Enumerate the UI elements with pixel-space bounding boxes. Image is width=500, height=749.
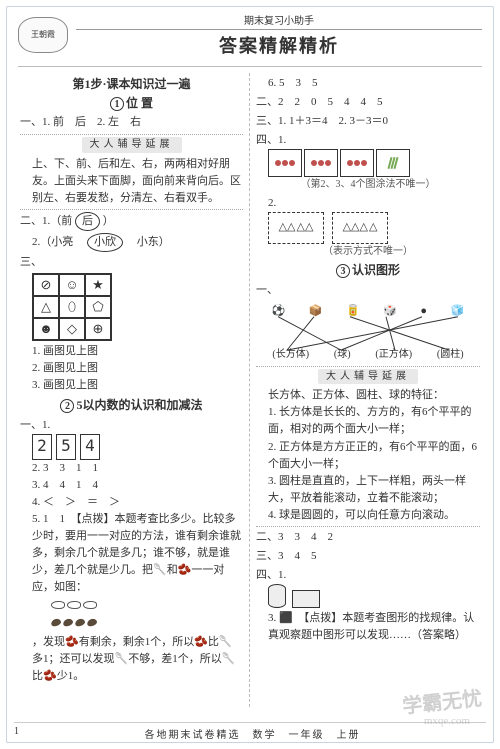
spoon-icon (83, 601, 97, 609)
spoon-icon (67, 601, 81, 609)
shape-label: (球) (334, 347, 351, 363)
shape-label: (长方体) (272, 347, 309, 363)
shapes-match: ⚽ 📦 🥫 🎲 ● 🧊 (长方体) (球) (正方体) (圆柱) (260, 303, 476, 363)
footer-mid: 各地期末试卷精选 数学 一年级 上册 (145, 726, 361, 741)
page-number: 1 (14, 726, 19, 741)
page-border (6, 6, 494, 743)
footer: 1 各地期末试卷精选 数学 一年级 上册 (14, 722, 486, 741)
spoon-icon (51, 601, 65, 609)
shape-label: (圆柱) (437, 347, 464, 363)
shape-bottom-row: (长方体) (球) (正方体) (圆柱) (260, 347, 476, 363)
shape-label: (正方体) (375, 347, 412, 363)
cuboid-icon (292, 590, 320, 608)
